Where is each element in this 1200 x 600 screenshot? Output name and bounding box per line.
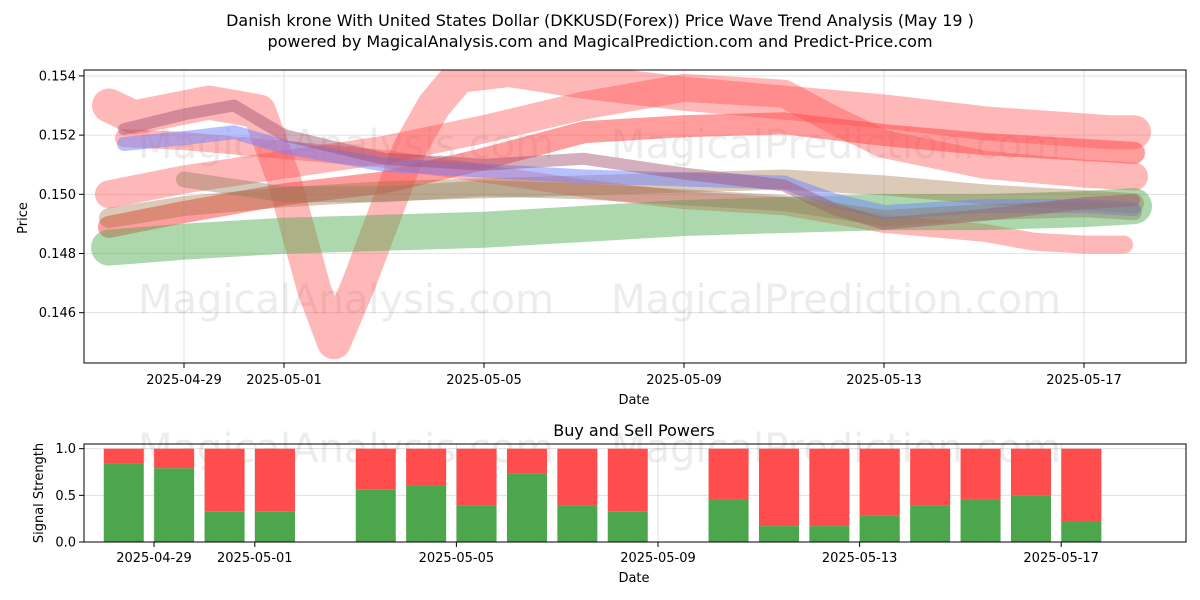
buy-power-bar: [1061, 521, 1102, 542]
price-plot-frame: [83, 69, 1187, 364]
price-x-tick-label: 2025-04-29: [146, 373, 222, 388]
price-chart: MagicalAnalysis.com MagicalPrediction.co…: [16, 69, 1187, 408]
signal-y-ticks: 0.0 0.5 1.0: [55, 442, 84, 551]
price-y-axis-label: Price: [16, 202, 31, 234]
price-x-tick-label: 2025-05-09: [646, 373, 722, 388]
buy-power-bar: [859, 515, 900, 542]
price-y-tick-label: 0.154: [39, 69, 76, 84]
sell-power-bar: [204, 448, 245, 512]
sell-power-bar: [758, 448, 799, 527]
signal-plot-frame: [83, 443, 1187, 543]
signal-y-tick-label: 0.0: [55, 536, 76, 551]
signal-y-tick-label: 1.0: [55, 442, 76, 457]
price-x-axis-label: Date: [618, 393, 649, 408]
sell-power-bar: [960, 448, 1001, 500]
chart-title-line2: powered by MagicalAnalysis.com and Magic…: [267, 32, 932, 51]
signal-chart: Buy and Sell Powers MagicalAnalysis.com …: [32, 421, 1187, 586]
sell-power-bar: [355, 448, 396, 490]
sell-power-bar: [1061, 448, 1102, 522]
buy-power-bar: [960, 499, 1001, 542]
signal-x-tick-label: 2025-04-29: [116, 551, 192, 566]
price-x-tick-label: 2025-05-13: [846, 373, 922, 388]
price-bands: [91, 70, 1152, 360]
price-y-tick-label: 0.150: [39, 188, 76, 203]
watermark-analysis-lower: MagicalAnalysis.com: [138, 277, 554, 323]
price-x-tick-label: 2025-05-17: [1046, 373, 1122, 388]
buy-power-bar: [758, 526, 799, 542]
sell-power-bar: [506, 448, 547, 474]
price-y-ticks: 0.146 0.148 0.150 0.152 0.154: [39, 69, 84, 321]
sell-power-bar: [154, 448, 195, 469]
sell-power-bar: [708, 448, 749, 500]
price-y-tick-label: 0.152: [39, 129, 76, 144]
price-wave-band: [176, 171, 1142, 226]
price-wave-band: [98, 112, 1145, 238]
price-wave-band: [92, 70, 1151, 360]
signal-bars: [103, 448, 1102, 542]
buy-power-bar: [607, 511, 648, 542]
sell-power-bar: [607, 448, 648, 512]
buy-power-bar: [154, 468, 195, 542]
buy-power-bar: [204, 511, 245, 542]
price-x-tick-label: 2025-05-05: [446, 373, 522, 388]
watermark-prediction-lower: MagicalPrediction.com: [611, 277, 1061, 323]
sell-power-bar: [910, 448, 951, 506]
price-wave-band: [117, 125, 1141, 220]
signal-x-tick-label: 2025-05-13: [822, 551, 898, 566]
price-x-tick-label: 2025-05-01: [246, 373, 322, 388]
price-y-tick-label: 0.146: [39, 306, 76, 321]
price-wave-band: [95, 73, 1148, 209]
chart-title-line1: Danish krone With United States Dollar (…: [226, 11, 974, 30]
signal-y-axis-label: Signal Strength: [32, 443, 47, 543]
sell-power-bar: [103, 448, 144, 464]
signal-x-ticks: 2025-04-29 2025-05-01 2025-05-05 2025-05-09…: [116, 542, 1099, 566]
price-x-ticks: 2025-04-29 2025-05-01 2025-05-05 2025-05-09…: [146, 363, 1122, 388]
buy-power-bar: [708, 499, 749, 542]
sell-power-bar: [809, 448, 850, 527]
buy-power-bar: [254, 511, 295, 542]
signal-x-tick-label: 2025-05-05: [419, 551, 495, 566]
buy-power-bar: [910, 505, 951, 542]
signal-y-tick-label: 0.5: [55, 489, 76, 504]
signal-x-tick-label: 2025-05-01: [217, 551, 293, 566]
buy-power-bar: [557, 505, 598, 542]
sell-power-bar: [456, 448, 497, 506]
buy-power-bar: [1010, 495, 1051, 542]
signal-x-axis-label: Date: [618, 571, 649, 586]
signal-x-tick-label: 2025-05-17: [1023, 551, 1099, 566]
sell-power-bar: [406, 448, 447, 486]
sell-power-bar: [1010, 448, 1051, 496]
sell-power-bar: [557, 448, 598, 506]
buy-power-bar: [506, 473, 547, 542]
sell-power-bar: [859, 448, 900, 516]
price-wave-band: [118, 99, 1140, 230]
signal-chart-title: Buy and Sell Powers: [553, 421, 715, 440]
buy-power-bar: [456, 505, 497, 542]
sell-power-bar: [254, 448, 295, 512]
buy-power-bar: [103, 463, 144, 542]
buy-power-bar: [406, 485, 447, 542]
signal-x-tick-label: 2025-05-09: [620, 551, 696, 566]
buy-power-bar: [355, 489, 396, 542]
buy-power-bar: [809, 526, 850, 542]
price-y-tick-label: 0.148: [39, 247, 76, 262]
